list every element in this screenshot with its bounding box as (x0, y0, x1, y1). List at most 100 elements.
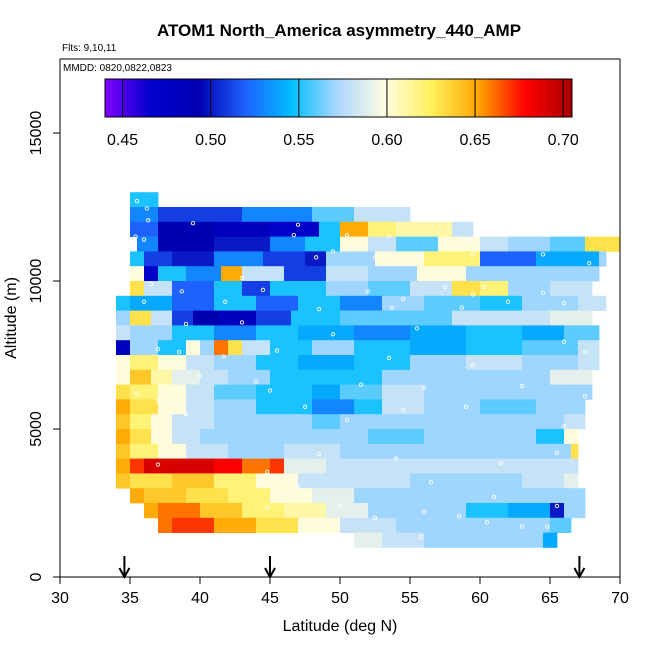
heatmap-cell-2-0 (130, 221, 159, 237)
heatmap-cell-19-9 (522, 473, 565, 489)
heatmap-cell-13-9 (424, 384, 481, 400)
heatmap-cell-16-3 (172, 429, 201, 445)
sample-marker (265, 505, 270, 510)
heatmap-cell-13-3 (186, 384, 215, 400)
heatmap-cell-4-2 (172, 251, 215, 267)
heatmap-cell-19-3 (214, 473, 257, 489)
heatmap-cell-6-9 (452, 281, 481, 297)
sample-marker (155, 346, 161, 352)
heatmap-cell-15-9 (452, 414, 509, 430)
sample-marker (498, 460, 504, 466)
sample-marker (491, 494, 497, 500)
flights-annotation: Flts: 9,10,11 (62, 43, 117, 54)
heatmap-cell-7-2 (172, 295, 215, 311)
x-tick-label: 60 (471, 590, 489, 607)
x-tick-label: 70 (611, 590, 629, 607)
sample-marker (545, 524, 550, 529)
sample-marker (314, 255, 319, 260)
y-tick-label: 0 (28, 572, 45, 581)
down-arrow-icon (118, 556, 131, 580)
sample-marker (400, 296, 406, 301)
heatmap-cell-23-0 (354, 532, 383, 548)
heatmap-cells (116, 192, 620, 548)
x-tick-label: 55 (401, 590, 419, 607)
heatmap-cell-12-4 (200, 369, 229, 385)
heatmap-cell-16-2 (151, 429, 173, 445)
sample-marker (386, 234, 392, 239)
heatmap-cell-12-11 (550, 369, 593, 385)
sample-marker (260, 287, 266, 293)
heatmap-cell-1-3 (312, 207, 355, 223)
heatmap-cell-17-11 (571, 443, 579, 459)
sample-marker (330, 332, 336, 337)
heatmap-cell-21-2 (200, 503, 243, 519)
heatmap-cell-12-3 (172, 369, 201, 385)
heatmap-cell-15-8 (396, 414, 453, 430)
heatmap-cell-18-5 (270, 458, 285, 474)
heatmap-cell-18-1 (130, 458, 145, 474)
y-axis-label: Altitude (m) (3, 277, 20, 359)
heatmap-cell-8-8 (340, 310, 397, 326)
heatmap-cell-14-1 (130, 399, 159, 415)
heatmap-cell-19-5 (298, 473, 355, 489)
heatmap-cell-19-10 (564, 473, 579, 489)
heatmap-cell-8-6 (256, 310, 292, 326)
heatmap-cell-2-5 (340, 221, 369, 237)
heatmap-cell-15-3 (172, 414, 215, 430)
heatmap-cell-18-7 (326, 458, 383, 474)
sample-marker (419, 255, 424, 260)
heatmap-cell-4-10 (536, 251, 600, 267)
heatmap-cell-16-10 (536, 429, 565, 445)
sample-marker (442, 284, 448, 290)
heatmap-cell-6-11 (508, 281, 551, 297)
heatmap-cell-19-8 (466, 473, 523, 489)
sample-marker (386, 355, 392, 361)
heatmap-cell-11-8 (410, 355, 467, 371)
heatmap-cell-7-0 (116, 295, 131, 311)
heatmap-cell-6-8 (410, 281, 453, 297)
heatmap-cell-19-6 (354, 473, 411, 489)
heatmap-cell-13-1 (130, 384, 159, 400)
heatmap-cell-1-2 (242, 207, 313, 223)
sample-marker (470, 292, 476, 297)
heatmap-cell-8-11 (508, 310, 551, 326)
heatmap-cell-4-8 (424, 251, 481, 267)
heatmap-cell-14-8 (382, 399, 425, 415)
heatmap-cell-20-1 (144, 488, 187, 504)
x-axis-label: Latitude (deg N) (283, 618, 398, 635)
down-arrow-icon (573, 556, 586, 580)
heatmap-cell-11-7 (354, 355, 411, 371)
x-tick-label: 35 (121, 590, 139, 607)
heatmap-cell-12-9 (438, 369, 495, 385)
heatmap-cell-9-9 (522, 325, 565, 341)
heatmap-cell-3-4 (305, 236, 341, 252)
heatmap-cell-21-10 (550, 503, 565, 519)
heatmap-cell-3-7 (396, 236, 439, 252)
colorbar-tick-label: 0.60 (371, 132, 402, 149)
heatmap-cell-20-3 (228, 488, 271, 504)
heatmap-cell-14-0 (116, 399, 131, 415)
heatmap-cell-23-2 (424, 532, 481, 548)
heatmap-cell-18-4 (242, 458, 271, 474)
y-tick-label: 5000 (28, 411, 45, 447)
heatmap-cell-21-4 (284, 503, 327, 519)
sample-marker (133, 269, 138, 275)
heatmap-cell-12-8 (382, 369, 439, 385)
heatmap-cell-13-5 (256, 384, 313, 400)
sample-marker (344, 232, 350, 238)
sample-marker (456, 514, 462, 519)
sample-marker (519, 383, 525, 389)
heatmap-cell-21-9 (508, 503, 551, 519)
heatmap-cell-0-0 (130, 192, 159, 208)
heatmap-cell-11-9 (466, 355, 523, 371)
sample-marker (291, 232, 296, 238)
sample-marker (148, 281, 154, 287)
sample-marker (463, 237, 469, 242)
heatmap-cell-9-7 (410, 325, 467, 341)
y-tick-label: 15000 (28, 111, 45, 156)
heatmap-cell-4-7 (375, 251, 425, 267)
heatmap-cell-15-7 (340, 414, 397, 430)
heatmap-cell-11-6 (298, 355, 355, 371)
heatmap-cell-5-1 (144, 266, 159, 282)
sample-marker (484, 520, 490, 525)
